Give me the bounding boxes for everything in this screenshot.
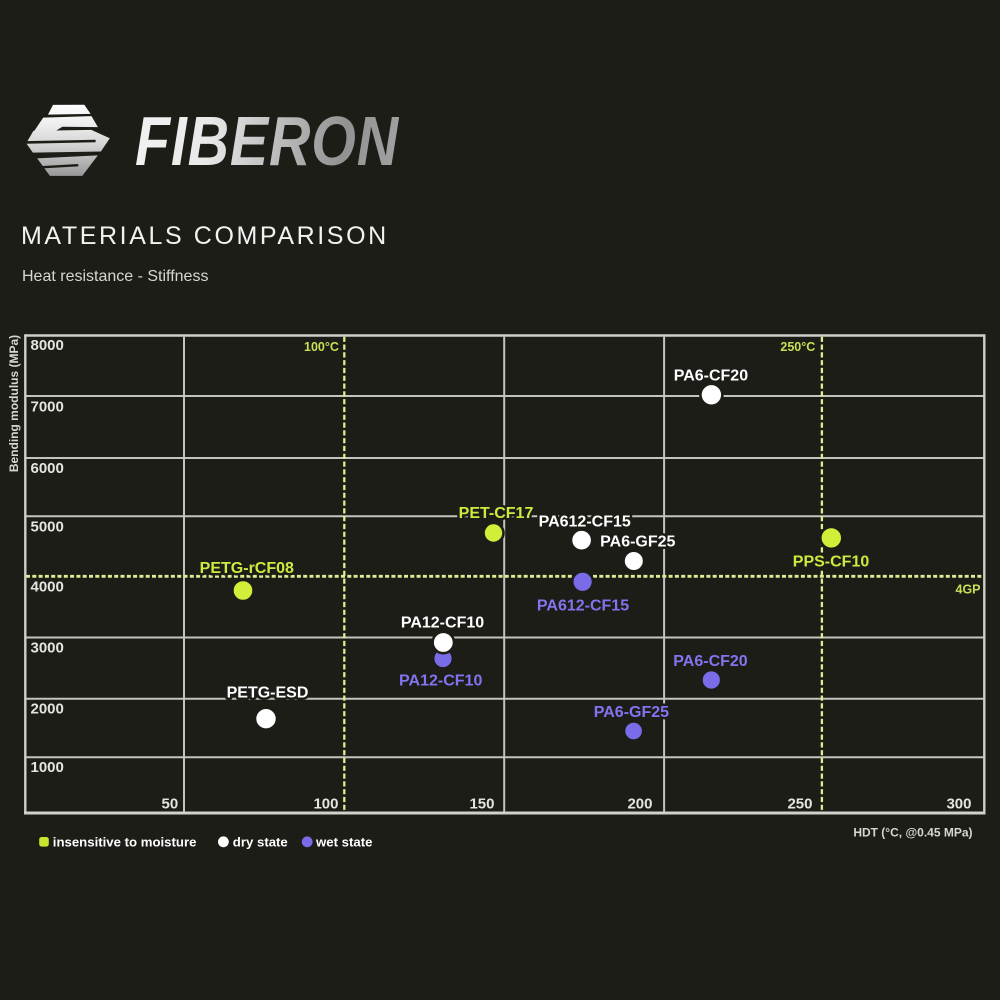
svg-text:50: 50 xyxy=(162,796,179,813)
svg-text:300: 300 xyxy=(946,796,971,813)
svg-text:1000: 1000 xyxy=(31,759,64,776)
svg-text:100: 100 xyxy=(313,796,338,813)
svg-text:2000: 2000 xyxy=(31,701,64,718)
svg-text:200: 200 xyxy=(627,796,652,813)
svg-text:wet state: wet state xyxy=(315,835,372,850)
svg-text:100°C: 100°C xyxy=(304,340,339,354)
svg-text:PA6-GF25: PA6-GF25 xyxy=(594,704,669,721)
svg-text:HDT (°C, @0.45 MPa): HDT (°C, @0.45 MPa) xyxy=(853,826,972,840)
svg-text:250°C: 250°C xyxy=(780,340,815,354)
svg-text:PA612-CF15: PA612-CF15 xyxy=(537,598,629,615)
svg-text:PA12-CF10: PA12-CF10 xyxy=(399,672,482,689)
svg-text:PA6-GF25: PA6-GF25 xyxy=(600,533,675,550)
svg-text:8000: 8000 xyxy=(31,337,64,354)
svg-text:150: 150 xyxy=(469,796,494,813)
svg-text:insensitive to moisture: insensitive to moisture xyxy=(53,835,197,850)
svg-text:250: 250 xyxy=(787,796,812,813)
svg-text:PETG-rCF08: PETG-rCF08 xyxy=(200,560,294,577)
svg-text:3000: 3000 xyxy=(31,639,64,656)
svg-text:dry state: dry state xyxy=(233,835,288,850)
svg-text:6000: 6000 xyxy=(31,460,64,477)
svg-text:PA6-CF20: PA6-CF20 xyxy=(674,367,748,384)
svg-text:PET-CF17: PET-CF17 xyxy=(459,505,534,522)
svg-text:7000: 7000 xyxy=(31,398,64,415)
svg-text:PA612-CF15: PA612-CF15 xyxy=(539,513,631,530)
svg-text:5000: 5000 xyxy=(31,518,64,535)
svg-text:4GP: 4GP xyxy=(956,582,981,596)
svg-text:PA6-CF20: PA6-CF20 xyxy=(673,653,747,670)
svg-text:PETG-ESD: PETG-ESD xyxy=(227,684,309,701)
svg-text:PA12-CF10: PA12-CF10 xyxy=(401,615,484,632)
svg-text:4000: 4000 xyxy=(31,578,64,595)
svg-text:Bending modulus (MPa): Bending modulus (MPa) xyxy=(7,335,21,472)
svg-text:PPS-CF10: PPS-CF10 xyxy=(793,553,870,570)
